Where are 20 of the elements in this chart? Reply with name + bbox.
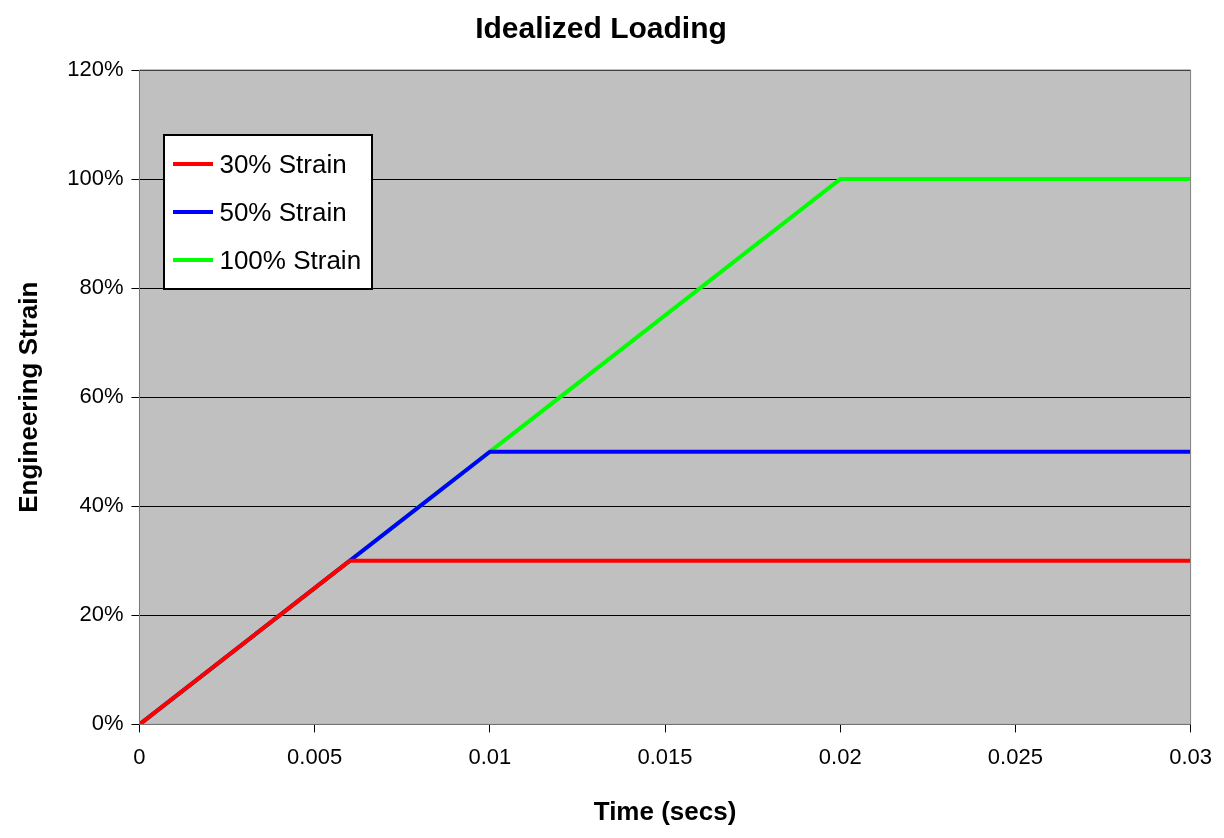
x-tick-label: 0.025 — [987, 743, 1043, 769]
legend-label: 100% Strain — [219, 244, 362, 277]
y-tick-label: 120% — [67, 56, 124, 82]
x-tick-label: 0.015 — [637, 743, 693, 769]
legend-label: 50% Strain — [219, 196, 347, 229]
chart-title: Idealized Loading — [475, 11, 727, 45]
y-tick-label: 80% — [79, 274, 124, 300]
y-axis-title: Engineering Strain — [12, 281, 43, 513]
x-tick-label: 0.01 — [468, 743, 512, 769]
x-tick-label: 0.03 — [1169, 743, 1212, 769]
x-axis-title: Time (secs) — [593, 795, 737, 826]
y-tick-label: 0% — [91, 710, 124, 736]
y-tick-label: 60% — [79, 383, 124, 409]
x-tick-label: 0 — [133, 743, 146, 769]
x-tick-label: 0.02 — [818, 743, 862, 769]
x-tick-label: 0.005 — [287, 743, 343, 769]
y-tick-label: 100% — [67, 165, 124, 191]
y-tick-label: 40% — [79, 492, 124, 518]
y-tick-label: 20% — [79, 601, 124, 627]
legend-label: 30% Strain — [219, 148, 347, 181]
